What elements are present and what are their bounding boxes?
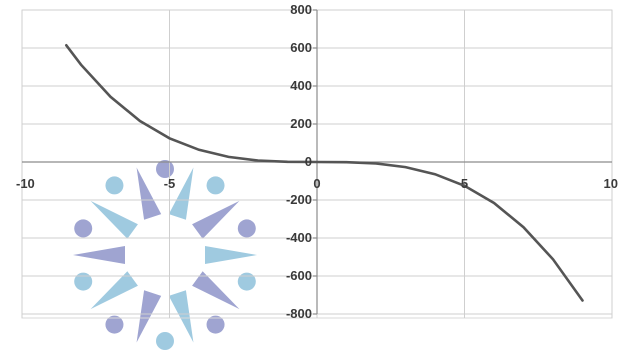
watermark-dot <box>237 272 256 291</box>
watermark-arm <box>136 167 162 220</box>
watermark-dot <box>237 219 256 238</box>
watermark-dot <box>74 219 93 238</box>
watermark-dot <box>105 176 124 195</box>
watermark-arm <box>73 246 125 264</box>
y-tick-label: 400 <box>290 78 312 93</box>
watermark-arm <box>136 290 162 343</box>
y-tick-label: -400 <box>286 230 312 245</box>
watermark-arm <box>192 271 240 310</box>
watermark-logo <box>73 160 257 350</box>
x-tick-label: 5 <box>461 176 468 191</box>
watermark-arm <box>168 290 194 343</box>
y-tick-label: -600 <box>286 268 312 283</box>
watermark-dot <box>156 332 174 350</box>
y-tick-label: -200 <box>286 192 312 207</box>
series-group <box>65 44 584 302</box>
watermark-arm <box>192 200 240 239</box>
x-tick-label: -5 <box>164 176 176 191</box>
y-tick-label: 0 <box>305 154 312 169</box>
series-line <box>65 44 584 302</box>
watermark-arm <box>168 167 194 220</box>
watermark-dot <box>206 315 225 334</box>
y-tick-label: 600 <box>290 40 312 55</box>
watermark-dot <box>74 272 93 291</box>
watermark-arm <box>90 200 138 239</box>
x-tick-label: -10 <box>16 176 35 191</box>
y-tick-label: 800 <box>290 2 312 17</box>
watermark-dot <box>105 315 124 334</box>
y-tick-label: 200 <box>290 116 312 131</box>
watermark-dot <box>206 176 225 195</box>
x-tick-label: 0 <box>313 176 320 191</box>
watermark-arm <box>205 246 257 264</box>
y-tick-label: -800 <box>286 306 312 321</box>
watermark-arm <box>90 271 138 310</box>
x-tick-label: 10 <box>604 176 618 191</box>
